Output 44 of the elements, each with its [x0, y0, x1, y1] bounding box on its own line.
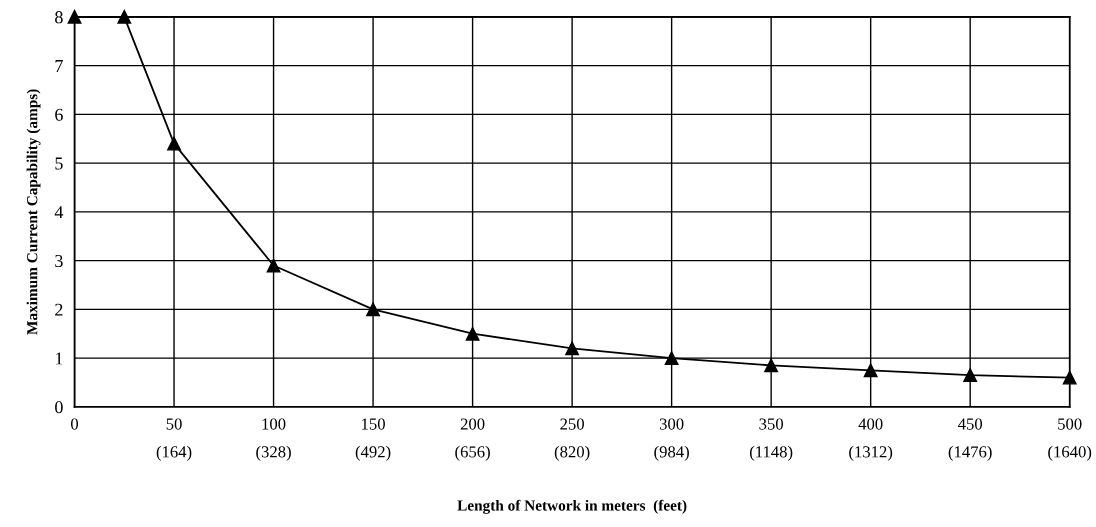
y-axis-title: Maximum Current Capability (amps) — [26, 89, 41, 335]
x-tick-label: 350 — [759, 418, 784, 430]
x-tick-label: 50 — [166, 418, 182, 430]
x-axis-title: Length of Network in meters (feet) — [457, 499, 687, 514]
x2-tick-label: (492) — [355, 445, 391, 461]
point — [366, 302, 381, 317]
y-tick-label: 8 — [55, 11, 63, 24]
x-tick-label: 250 — [560, 418, 584, 430]
y-tick-label: 2 — [55, 303, 63, 316]
x-tick-label: 150 — [362, 418, 385, 430]
x2-tick-label: (164) — [156, 445, 192, 461]
point — [863, 363, 878, 378]
point — [266, 258, 281, 273]
x2-tick-label: (1476) — [948, 445, 992, 461]
x2-tick-label: (984) — [654, 445, 689, 461]
x-tick-label: 500 — [1058, 418, 1082, 430]
y-tick-label: 4 — [54, 206, 64, 219]
x2-tick-label: (656) — [455, 445, 490, 461]
x2-tick-label: (1148) — [749, 445, 793, 461]
x2-tick-label: (328) — [256, 445, 291, 461]
point — [67, 9, 82, 24]
x-tick-label: 400 — [858, 418, 883, 430]
y-tick-label: 3 — [55, 254, 63, 268]
point — [167, 136, 181, 151]
point — [565, 341, 580, 356]
x2-tick-label: (1312) — [849, 445, 893, 461]
x-tick-label: 200 — [460, 418, 485, 430]
point — [465, 326, 480, 341]
y-tick-label: 5 — [55, 157, 63, 170]
point — [764, 358, 779, 373]
x-tick-label: 100 — [262, 418, 286, 430]
y-tick-label: 6 — [55, 108, 63, 121]
y-tick-label: 1 — [55, 352, 63, 365]
x-tick-label: 0 — [71, 418, 79, 430]
x-tick-label: 300 — [659, 418, 684, 430]
point — [117, 9, 132, 24]
point — [1062, 370, 1077, 385]
x2-tick-label: (1640) — [1048, 445, 1092, 461]
point — [963, 368, 978, 383]
point — [664, 351, 679, 366]
y-tick-label: 0 — [55, 401, 63, 414]
x-tick-label: 450 — [958, 418, 983, 430]
x2-tick-label: (820) — [554, 445, 590, 461]
y-tick-label: 7 — [55, 60, 63, 72]
